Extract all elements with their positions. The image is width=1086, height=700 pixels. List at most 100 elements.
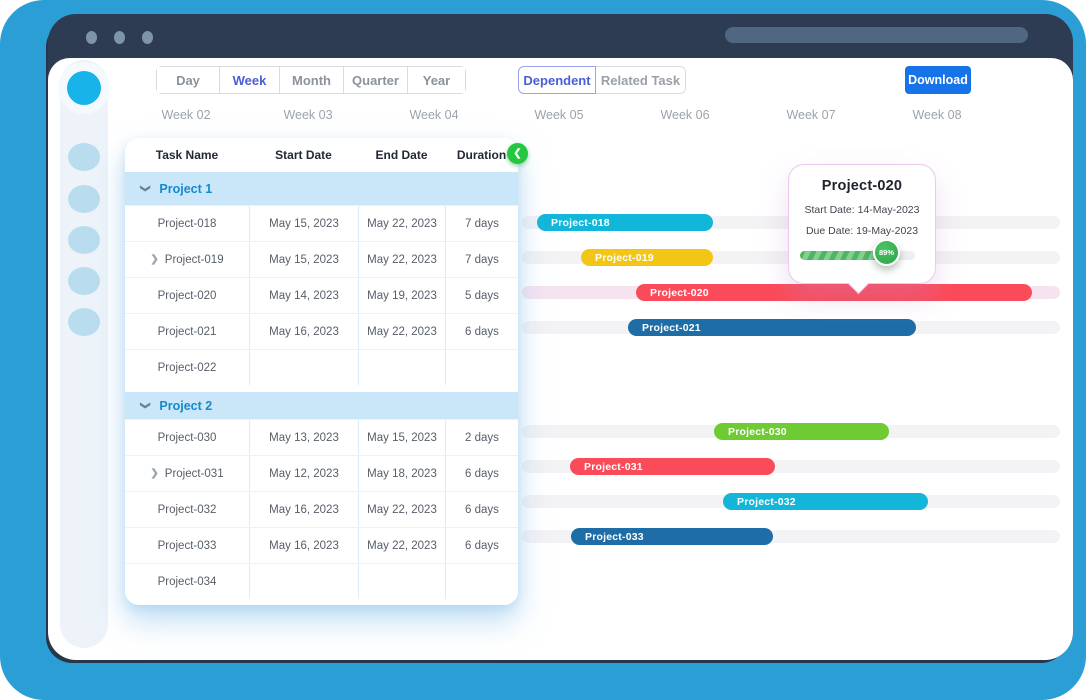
table-row[interactable]: Project-018 May 15, 2023 May 22, 2023 7 … — [125, 205, 518, 241]
table-row[interactable]: Project-032 May 16, 2023 May 22, 2023 6 … — [125, 491, 518, 527]
sidebar-item[interactable] — [68, 185, 100, 213]
gantt-bar-project-032[interactable]: Project-032 — [723, 493, 928, 510]
task-name-cell: ❯ Project-031 — [125, 456, 249, 491]
gantt-bar-project-021[interactable]: Project-021 — [628, 319, 916, 336]
gantt-bar-project-033[interactable]: Project-033 — [571, 528, 773, 545]
related-task-button[interactable]: Related Task — [596, 66, 686, 94]
sidebar-item[interactable] — [68, 308, 100, 336]
sidebar-item[interactable] — [68, 143, 100, 171]
gantt-bar-project-020[interactable]: Project-020 — [636, 284, 1032, 301]
start-date-cell: May 12, 2023 — [249, 456, 358, 491]
tooltip-progress-track — [800, 251, 915, 260]
chevron-down-icon: ❯ — [139, 401, 151, 410]
start-date-cell: May 15, 2023 — [249, 242, 358, 277]
gantt-bar-project-030[interactable]: Project-030 — [714, 423, 889, 440]
table-header-row: Task Name Start Date End Date Duration — [125, 138, 518, 172]
address-bar[interactable] — [725, 27, 1028, 43]
start-date-cell — [249, 564, 358, 599]
task-name-cell: Project-034 — [157, 575, 217, 588]
tooltip-progress-fill — [800, 251, 885, 260]
gantt-bar-label: Project-030 — [728, 425, 787, 438]
table-row[interactable]: Project-033 May 16, 2023 May 22, 2023 6 … — [125, 527, 518, 563]
group-row-project-2[interactable]: ❯ Project 2 — [125, 392, 518, 419]
start-date-cell: May 16, 2023 — [249, 528, 358, 563]
table-row[interactable]: ❯ Project-019 May 15, 2023 May 22, 2023 7… — [125, 241, 518, 277]
sidebar-item[interactable] — [68, 226, 100, 254]
table-row[interactable]: Project-022 — [125, 349, 518, 385]
week-header-label: Week 07 — [786, 108, 836, 122]
expand-chevron-icon[interactable]: ❯ — [150, 254, 159, 265]
task-name: Project-031 — [164, 467, 224, 480]
group-name: Project 2 — [159, 398, 213, 413]
view-switcher: Day Week Month Quarter Year — [156, 66, 466, 94]
gantt-bar-label: Project-032 — [737, 495, 796, 508]
duration-cell: 6 days — [445, 456, 518, 491]
view-day-button[interactable]: Day — [157, 67, 220, 93]
end-date-cell — [358, 350, 445, 385]
column-header-start-date: Start Date — [275, 148, 332, 162]
duration-cell: 6 days — [445, 492, 518, 527]
download-button[interactable]: Download — [905, 66, 971, 94]
duration-cell: 6 days — [445, 314, 518, 349]
view-quarter-button[interactable]: Quarter — [344, 67, 408, 93]
task-name-cell: Project-032 — [157, 503, 217, 516]
duration-cell — [445, 350, 518, 385]
window-control-dot[interactable] — [114, 31, 125, 44]
view-week-button[interactable]: Week — [220, 67, 280, 93]
sidebar-item[interactable] — [68, 267, 100, 295]
tooltip-progress-badge: 89% — [873, 239, 900, 266]
end-date-cell: May 15, 2023 — [358, 420, 445, 455]
end-date-cell: May 18, 2023 — [358, 456, 445, 491]
task-name-cell: Project-018 — [157, 217, 217, 230]
sidebar-item-active[interactable] — [67, 71, 101, 105]
end-date-cell: May 22, 2023 — [358, 492, 445, 527]
table-bottom-padding — [125, 599, 518, 605]
gantt-bar-project-019[interactable]: Project-019 — [581, 249, 713, 266]
week-header-label: Week 02 — [161, 108, 211, 122]
window-control-dot[interactable] — [142, 31, 153, 44]
end-date-cell: May 22, 2023 — [358, 314, 445, 349]
end-date-cell — [358, 564, 445, 599]
chevron-down-icon: ❯ — [139, 184, 151, 193]
group-gap — [125, 385, 518, 392]
end-date-cell: May 19, 2023 — [358, 278, 445, 313]
chevron-left-icon: ❮ — [513, 148, 522, 159]
collapse-table-button[interactable]: ❮ — [507, 143, 528, 164]
duration-cell: 6 days — [445, 528, 518, 563]
view-month-button[interactable]: Month — [280, 67, 344, 93]
task-name: Project-019 — [164, 253, 224, 266]
start-date-cell: May 16, 2023 — [249, 492, 358, 527]
gantt-bar-label: Project-021 — [642, 321, 701, 334]
column-header-task-name: Task Name — [155, 148, 219, 162]
table-row[interactable]: Project-034 — [125, 563, 518, 599]
start-date-cell: May 16, 2023 — [249, 314, 358, 349]
table-row[interactable]: Project-020 May 14, 2023 May 19, 2023 5 … — [125, 277, 518, 313]
gantt-bar-project-018[interactable]: Project-018 — [537, 214, 713, 231]
link-mode-switcher: Dependent Related Task — [518, 66, 686, 94]
gantt-bar-project-031[interactable]: Project-031 — [570, 458, 775, 475]
end-date-cell: May 22, 2023 — [358, 206, 445, 241]
start-date-cell: May 14, 2023 — [249, 278, 358, 313]
table-row[interactable]: Project-030 May 13, 2023 May 15, 2023 2 … — [125, 419, 518, 455]
tooltip-start-date: Start Date: 14-May-2023 — [804, 204, 920, 216]
table-row[interactable]: ❯ Project-031 May 12, 2023 May 18, 2023 6… — [125, 455, 518, 491]
tooltip-title: Project-020 — [821, 178, 903, 194]
week-header-label: Week 08 — [912, 108, 962, 122]
duration-cell — [445, 564, 518, 599]
dependent-button[interactable]: Dependent — [518, 66, 596, 94]
start-date-cell — [249, 350, 358, 385]
view-year-button[interactable]: Year — [408, 67, 465, 93]
gantt-bar-label: Project-019 — [595, 251, 654, 264]
week-header-label: Week 04 — [409, 108, 459, 122]
duration-cell: 2 days — [445, 420, 518, 455]
window-control-dot[interactable] — [86, 31, 97, 44]
table-row[interactable]: Project-021 May 16, 2023 May 22, 2023 6 … — [125, 313, 518, 349]
group-row-project-1[interactable]: ❯ Project 1 — [125, 172, 518, 205]
column-header-duration: Duration — [456, 148, 507, 162]
task-table: Task Name Start Date End Date Duration ❯… — [125, 138, 518, 605]
gantt-bar-label: Project-031 — [584, 460, 643, 473]
column-header-end-date: End Date — [375, 148, 428, 162]
task-name-cell: Project-030 — [157, 431, 217, 444]
duration-cell: 7 days — [445, 206, 518, 241]
expand-chevron-icon[interactable]: ❯ — [150, 468, 159, 479]
